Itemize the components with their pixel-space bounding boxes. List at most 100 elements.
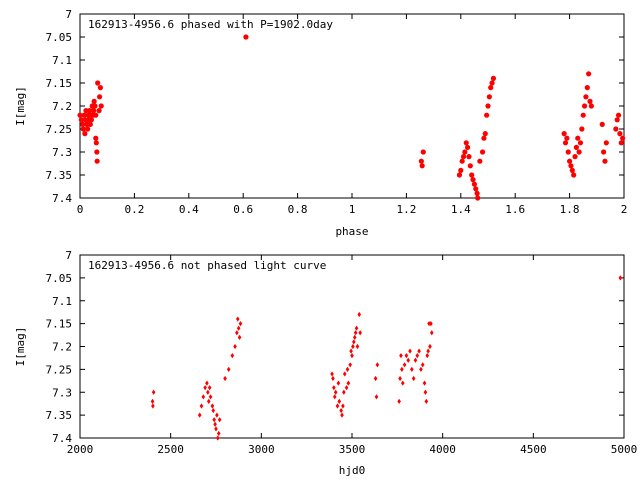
x-tick-label: 4000 (429, 443, 456, 456)
data-point (415, 353, 420, 359)
data-point (567, 158, 573, 164)
data-point (620, 135, 626, 141)
data-point (233, 343, 237, 350)
data-point (342, 371, 347, 377)
data-point (400, 380, 405, 386)
data-point (93, 135, 99, 141)
data-point (235, 316, 240, 322)
data-point (208, 394, 213, 400)
data-point (425, 353, 430, 359)
data-point (95, 80, 101, 86)
data-point (237, 334, 242, 340)
chart-title: 162913-4956.6 not phased light curve (88, 259, 326, 272)
data-point (561, 131, 567, 137)
data-point (479, 149, 486, 155)
data-point (575, 135, 581, 141)
y-tick-label: 7.4 (52, 432, 72, 445)
data-point (426, 348, 430, 354)
y-tick-label: 7 (65, 8, 72, 21)
data-point (485, 103, 491, 109)
data-point (373, 375, 378, 382)
data-point (427, 321, 431, 327)
data-point (564, 135, 570, 141)
data-point (197, 412, 202, 418)
data-point (411, 375, 416, 382)
data-point (88, 117, 95, 123)
x-tick-label: 0.6 (233, 203, 253, 216)
data-point (206, 398, 211, 404)
x-tick-label: 1.8 (560, 203, 580, 216)
data-point (469, 172, 475, 178)
data-point (92, 103, 98, 109)
x-tick-label: 2 (621, 203, 628, 216)
data-point (238, 321, 243, 327)
x-tick-label: 0.2 (124, 203, 144, 216)
y-tick-label: 7 (65, 249, 72, 262)
data-point (490, 75, 497, 81)
data-point (243, 34, 249, 40)
data-point (346, 380, 351, 386)
data-point (230, 353, 235, 359)
data-point (588, 103, 594, 109)
data-point (150, 398, 155, 404)
data-point (466, 154, 472, 160)
data-point (341, 403, 345, 409)
data-point (354, 325, 359, 331)
data-point (568, 163, 574, 169)
y-axis-label: I[mag] (14, 86, 27, 126)
data-point (584, 85, 590, 91)
data-point (93, 112, 99, 118)
data-point (470, 177, 476, 183)
data-point (420, 362, 425, 368)
data-point (236, 325, 241, 331)
data-point (587, 98, 593, 104)
y-tick-label: 7.3 (52, 386, 72, 399)
data-point (358, 330, 362, 336)
data-point (571, 172, 577, 178)
data-point (423, 389, 428, 395)
data-point (335, 403, 340, 409)
data-point (216, 430, 221, 437)
data-point (419, 163, 425, 169)
y-tick-label: 7.1 (52, 54, 72, 67)
data-point (337, 398, 342, 404)
data-point (151, 403, 155, 409)
y-tick-label: 7.15 (46, 77, 73, 90)
data-point (206, 389, 210, 395)
data-point (613, 126, 619, 132)
data-point (333, 389, 338, 395)
data-point (458, 167, 464, 173)
x-tick-label: 1 (349, 203, 356, 216)
data-point (410, 366, 414, 372)
x-tick-label: 2500 (157, 443, 184, 456)
data-point (569, 167, 575, 173)
data-point (583, 94, 589, 100)
data-point (331, 375, 335, 382)
data-point (199, 403, 204, 409)
x-tick-label: 4500 (520, 443, 547, 456)
data-point (91, 108, 97, 114)
data-point (374, 394, 379, 400)
data-point (81, 112, 87, 118)
y-tick-label: 7.2 (52, 341, 72, 354)
data-point (477, 158, 483, 164)
data-point (474, 190, 480, 196)
data-point (348, 362, 352, 368)
data-point (418, 158, 424, 164)
data-point (351, 343, 355, 350)
data-point (484, 112, 490, 118)
y-tick-label: 7.25 (46, 363, 73, 376)
data-point (573, 144, 580, 150)
data-point (617, 131, 623, 137)
data-point (572, 154, 578, 160)
data-point (151, 389, 156, 395)
y-tick-label: 7.35 (46, 169, 73, 182)
data-point (353, 330, 358, 336)
data-point (397, 398, 401, 404)
data-point (344, 385, 349, 391)
data-point (488, 85, 494, 91)
y-tick-label: 7.4 (52, 192, 72, 205)
data-point (579, 126, 585, 132)
phased-light-curve-chart: 0 0.2 0.4 0.6 0.8 1 1.2 1.4 1.6 1.8 2 7 7.05 7.1 7.15 7… (14, 8, 627, 238)
